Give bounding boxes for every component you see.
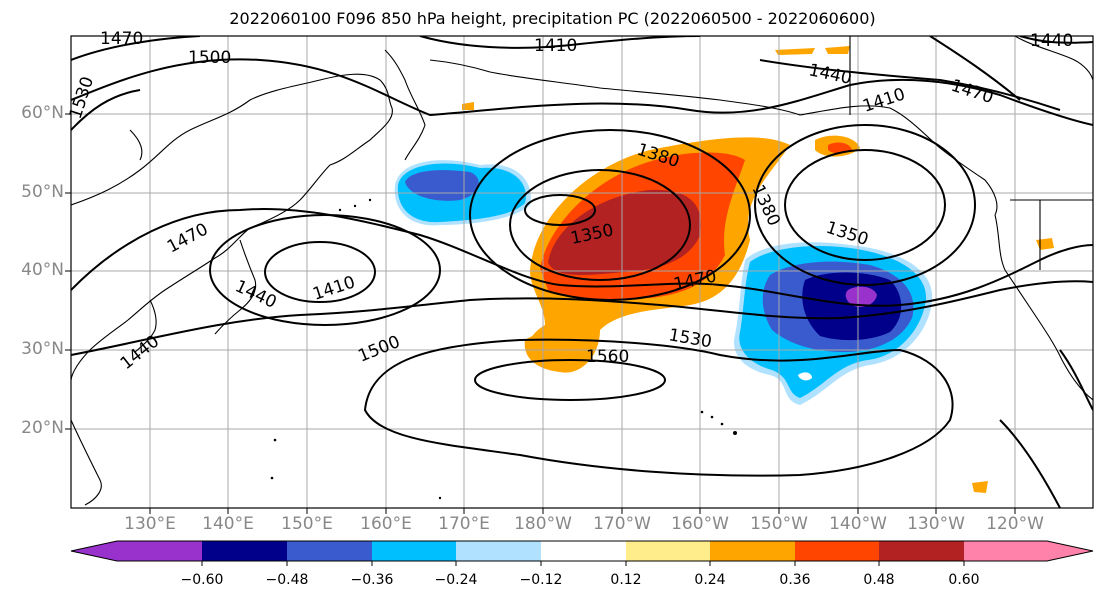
chart-title: 2022060100 F096 850 hPa height, precipit…: [229, 9, 876, 28]
graticule: [71, 36, 1093, 508]
precip-small-5: [972, 481, 988, 493]
contour-label: 1410: [534, 36, 577, 56]
colorbar-tick-label: −0.24: [434, 572, 478, 588]
colorbar-bin: [541, 541, 626, 561]
precip-small-ne-1: [775, 48, 815, 55]
lon-label: 160°E: [360, 514, 412, 534]
lon-label: 130°W: [907, 514, 965, 534]
contour-label: 1560: [586, 347, 629, 367]
lon-label: 120°W: [986, 514, 1044, 534]
colorbar-bin: [964, 541, 1047, 561]
colorbar-tick-label: −0.36: [350, 572, 394, 588]
colorbar-bin: [372, 541, 456, 561]
tick-marks: [65, 113, 1016, 514]
height-contours: [71, 36, 1093, 508]
colorbar-extend-low: [71, 541, 117, 561]
colorbar-bin: [202, 541, 287, 561]
contour-label: 1500: [188, 48, 231, 68]
precip-negative-east-inner: [802, 272, 902, 341]
lat-label: 20°N: [21, 418, 64, 438]
precip-hole: [798, 372, 812, 381]
colorbar-tick-label: 0.12: [610, 572, 642, 588]
colorbar-tick-label: 0.48: [863, 572, 895, 588]
lon-label: 150°W: [750, 514, 808, 534]
lat-label: 60°N: [21, 103, 64, 123]
precip-small-ne-2: [825, 46, 850, 54]
colorbar-bin: [456, 541, 541, 561]
precip-small-6: [462, 102, 474, 110]
colorbar-bin: [117, 541, 202, 561]
lon-label: 150°E: [281, 514, 333, 534]
precip-negative-east-core: [845, 286, 877, 307]
colorbar: [70, 540, 1094, 566]
colorbar-bin: [710, 541, 795, 561]
lon-label: 140°W: [829, 514, 887, 534]
colorbar-outline: [70, 540, 1094, 562]
lat-label: 30°N: [21, 339, 64, 359]
colorbar-tick-label: 0.60: [948, 572, 980, 588]
precip-positive-inner: [548, 189, 701, 275]
islands: [270, 198, 737, 500]
lon-label: 130°E: [124, 514, 176, 534]
lon-label: 160°W: [671, 514, 729, 534]
colorbar-tick-label: 0.36: [779, 572, 811, 588]
coastlines: [71, 36, 1093, 506]
lat-label: 50°N: [21, 182, 64, 202]
lat-label: 40°N: [21, 260, 64, 280]
colorbar-tick-label: 0.24: [694, 572, 726, 588]
lon-label: 170°E: [438, 514, 490, 534]
map-frame: [70, 35, 1094, 509]
lon-label: 180°W: [514, 514, 572, 534]
lon-label: 140°E: [202, 514, 254, 534]
colorbar-bin: [626, 541, 710, 561]
colorbar-bin: [879, 541, 964, 561]
contour-label: 1440: [1030, 31, 1073, 51]
colorbar-tick-label: −0.48: [265, 572, 309, 588]
colorbar-extend-high: [1047, 541, 1093, 561]
colorbar-tick-label: −0.60: [180, 572, 224, 588]
colorbar-bin: [287, 541, 372, 561]
contour-label: 1470: [100, 29, 143, 49]
colorbar-bin: [795, 541, 879, 561]
lon-label: 170°W: [593, 514, 651, 534]
colorbar-tick-label: −0.12: [519, 572, 563, 588]
